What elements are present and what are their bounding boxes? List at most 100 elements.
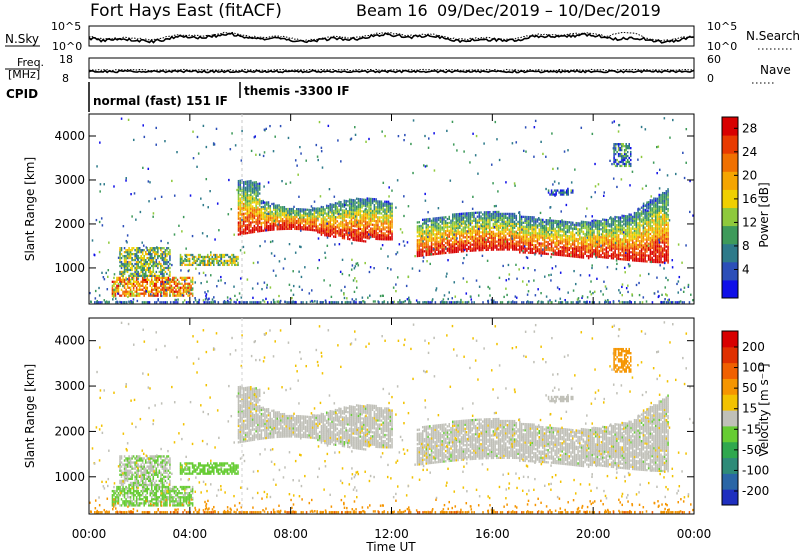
power-cell <box>598 255 601 258</box>
power-cell <box>547 219 549 222</box>
power-cell <box>630 239 632 242</box>
power-cell <box>134 294 136 297</box>
power-cell <box>129 272 132 276</box>
power-cell <box>223 253 226 257</box>
power-cell <box>329 230 332 234</box>
power-cell <box>141 268 144 272</box>
power-cell <box>467 227 470 231</box>
power-cell <box>248 227 250 230</box>
power-cell <box>176 294 179 297</box>
power-cell <box>519 241 521 244</box>
power-cell <box>522 243 525 246</box>
power-cell <box>303 210 305 213</box>
power-cell <box>589 251 592 254</box>
power-cell <box>128 282 130 285</box>
power-cell <box>556 229 558 233</box>
power-cell <box>510 242 512 245</box>
power-cell <box>418 248 421 252</box>
power-cell <box>540 232 542 235</box>
power-cell <box>550 221 553 224</box>
power-cell <box>243 228 245 231</box>
power-cell <box>513 242 516 245</box>
power-cell <box>541 244 544 247</box>
power-cell <box>336 230 339 233</box>
power-cell <box>541 242 544 245</box>
power-cell <box>373 231 376 234</box>
power-cell <box>164 254 167 258</box>
power-cell <box>303 228 305 231</box>
power-cell <box>631 237 634 240</box>
power-cell <box>265 217 268 220</box>
power-cell <box>248 207 250 211</box>
power-cell <box>155 260 158 264</box>
power-cell <box>616 257 618 260</box>
power-cell <box>210 261 212 265</box>
power-cell <box>462 230 465 233</box>
power-cell <box>391 216 393 219</box>
power-cell <box>534 226 537 229</box>
power-cell <box>123 272 126 276</box>
power-cell <box>306 220 309 223</box>
power-cell <box>610 253 613 256</box>
power-cell <box>584 244 586 248</box>
power-cell <box>635 214 638 217</box>
power-cell <box>427 251 429 255</box>
power-cell <box>444 233 447 237</box>
power-cell <box>473 243 475 246</box>
power-cell <box>448 221 451 225</box>
power-cell <box>497 234 500 237</box>
power-cell <box>138 286 141 289</box>
power-cell <box>164 294 167 297</box>
power-cell <box>651 199 653 202</box>
power-cell <box>600 222 602 225</box>
power-cell <box>281 227 284 231</box>
freq-tick-bottom: 8 <box>62 72 69 85</box>
power-cell <box>185 278 188 281</box>
power-cell <box>534 246 537 249</box>
power-cell <box>320 227 323 230</box>
power-cell <box>375 210 377 213</box>
power-cell <box>382 216 384 219</box>
power-cell <box>446 235 449 239</box>
power-cell <box>580 236 583 239</box>
power-cell <box>306 228 309 231</box>
power-cell <box>357 237 360 240</box>
power-cell <box>184 259 186 263</box>
power-cell <box>663 227 666 230</box>
power-cell <box>303 216 305 219</box>
power-cell <box>203 259 206 263</box>
power-cell <box>647 214 650 218</box>
power-cell <box>448 241 451 244</box>
power-cell <box>519 247 521 250</box>
power-cell <box>526 219 528 223</box>
power-cell <box>584 220 586 224</box>
power-cell <box>471 231 473 234</box>
power-cell <box>519 213 521 216</box>
power-cell <box>317 213 319 216</box>
plot-title: Fort Hays East (fitACF) <box>90 1 282 21</box>
power-cell <box>311 213 314 216</box>
power-cell <box>322 231 324 235</box>
power-cell <box>649 199 652 202</box>
power-cell <box>160 284 162 287</box>
power-cell <box>654 245 657 248</box>
power-cell <box>222 261 224 265</box>
power-cell <box>126 268 129 272</box>
power-cell <box>140 292 142 295</box>
power-cell <box>257 218 259 221</box>
power-cell <box>603 220 606 223</box>
power-cell <box>481 233 484 236</box>
power-cell <box>469 215 472 219</box>
power-cell <box>125 290 127 293</box>
power-cell <box>135 254 138 258</box>
power-cell <box>554 235 556 238</box>
power-cell <box>278 214 280 217</box>
power-cell <box>536 218 539 221</box>
power-cell <box>556 253 558 256</box>
power-cell <box>123 247 126 250</box>
power-cell <box>646 214 648 218</box>
power-cell <box>466 216 468 219</box>
power-cell <box>540 220 542 223</box>
power-cell <box>283 215 286 219</box>
power-cell <box>137 247 139 250</box>
